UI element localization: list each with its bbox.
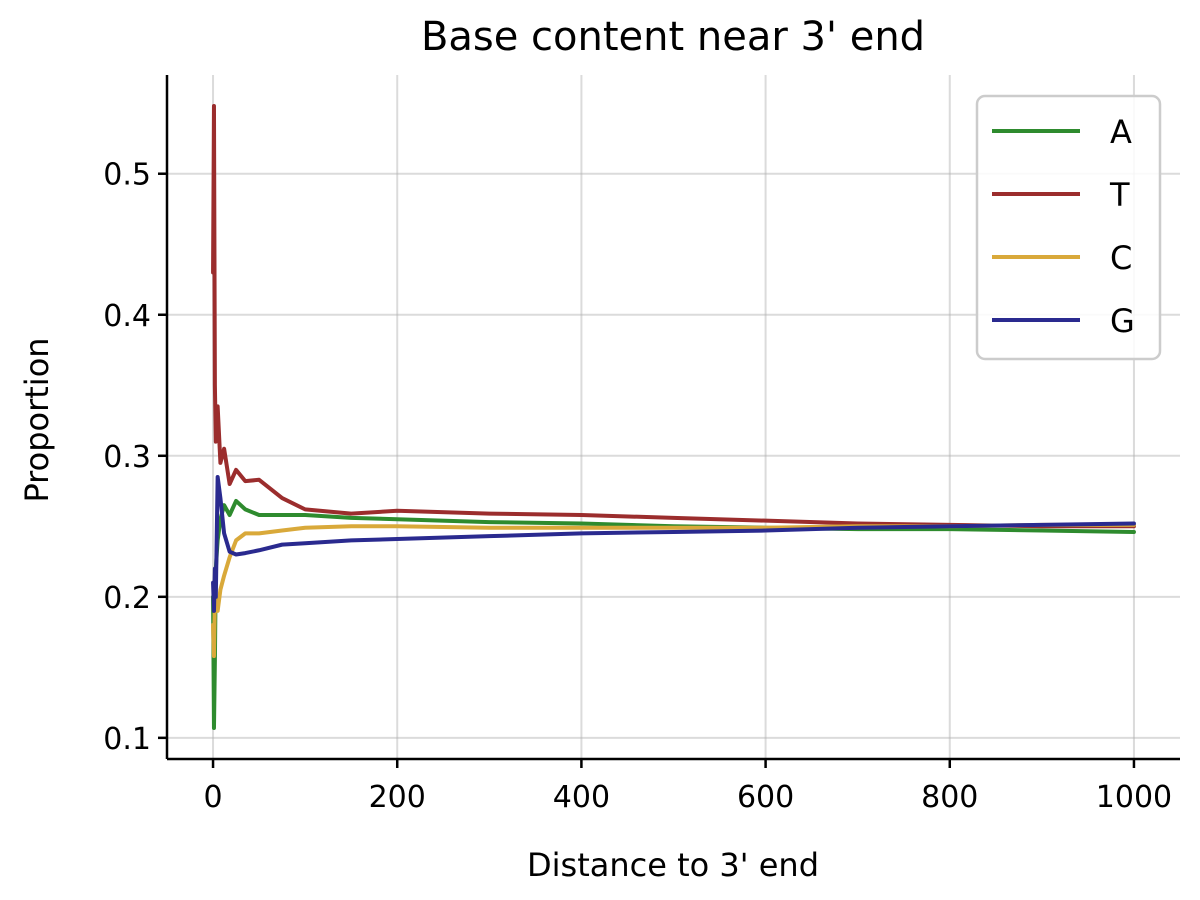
x-axis-label: Distance to 3' end — [527, 846, 819, 884]
y-tick-label: 0.1 — [103, 722, 151, 757]
legend-label-a: A — [1110, 113, 1132, 151]
y-tick-label: 0.4 — [103, 299, 151, 334]
x-tick-label: 200 — [369, 780, 426, 815]
series-t — [211, 104, 1136, 529]
x-tick-label: 800 — [921, 780, 978, 815]
legend-frame — [975, 94, 1162, 361]
legend-label-g: G — [1110, 302, 1135, 340]
y-axis-label: Proportion — [18, 337, 56, 502]
y-ticks: 0.1 0.2 0.3 0.4 0.5 — [103, 158, 167, 757]
x-tick-label: 600 — [737, 780, 794, 815]
y-tick-label: 0.5 — [103, 158, 151, 193]
y-tick-label: 0.2 — [103, 581, 151, 616]
x-tick-label: 400 — [553, 780, 610, 815]
y-tick-label: 0.3 — [103, 440, 151, 475]
legend-label-c: C — [1110, 239, 1132, 277]
series-layer — [211, 104, 1136, 730]
series-line-g — [211, 474, 1136, 613]
x-tick-label: 0 — [203, 780, 222, 815]
x-tick-label: 1000 — [1096, 780, 1172, 815]
x-ticks: 0 200 400 600 800 1000 — [203, 759, 1172, 815]
legend-label-t: T — [1109, 176, 1130, 214]
chart-title: Base content near 3' end — [421, 14, 925, 60]
series-line-t — [211, 104, 1136, 529]
series-g — [211, 474, 1136, 613]
series-line-a — [211, 498, 1136, 730]
series-c — [211, 522, 1136, 659]
series-a — [211, 498, 1136, 730]
series-line-c — [211, 522, 1136, 659]
